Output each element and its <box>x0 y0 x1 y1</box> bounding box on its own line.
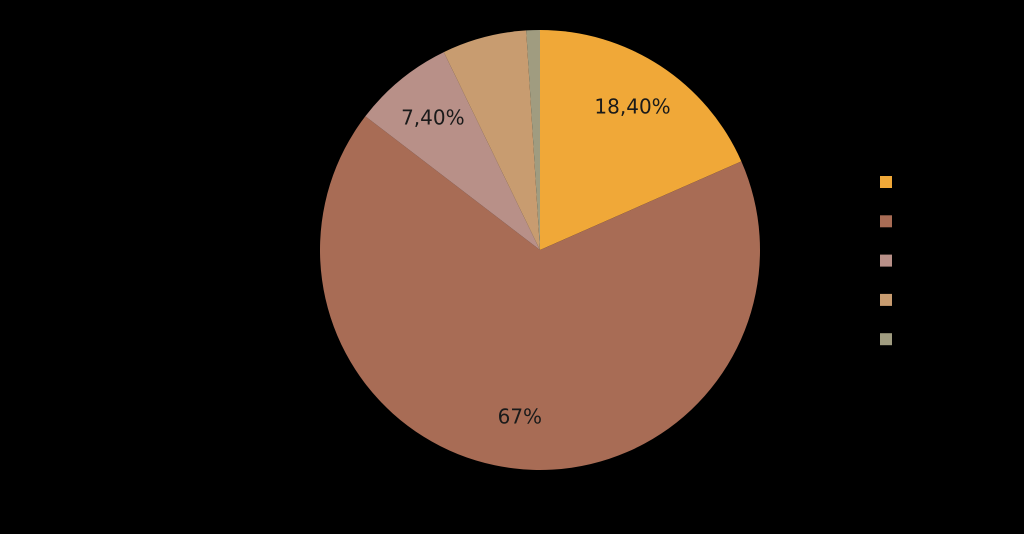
pie-slice <box>320 116 760 470</box>
legend-swatch <box>880 254 892 267</box>
pie-slice <box>365 52 540 250</box>
legend-swatch <box>880 333 892 346</box>
legend-swatch <box>880 176 892 188</box>
legend-swatch <box>880 293 892 306</box>
legend-swatch <box>880 215 892 228</box>
pie-slice <box>540 30 742 250</box>
data-label: 7,40% <box>401 105 465 129</box>
data-label: 67% <box>498 405 542 429</box>
data-label: 18,40% <box>594 95 670 119</box>
pie-slice <box>526 30 540 250</box>
pie-slice <box>443 30 540 251</box>
